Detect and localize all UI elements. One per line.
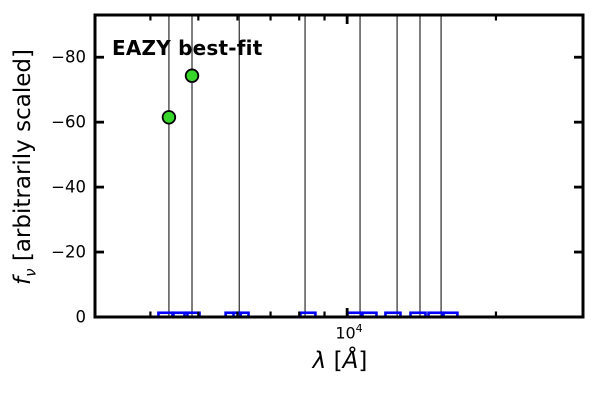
template-square-marker <box>157 311 175 317</box>
observed-point-marker <box>184 68 200 83</box>
template-square-marker <box>232 311 250 317</box>
xlabel-lambda: λ <box>312 348 327 374</box>
xlabel-angstrom: Å <box>342 348 359 374</box>
template-photometry-markers <box>157 311 459 317</box>
ylabel-nu: ν <box>21 268 40 277</box>
plot-frame <box>93 13 585 319</box>
x-axis-label: λ [Å] <box>277 348 403 374</box>
xlabel-open-bracket: [ <box>326 348 343 374</box>
y-tick-label: −20 <box>51 243 86 262</box>
observed-point-marker <box>161 110 177 125</box>
template-square-marker <box>360 311 378 317</box>
template-square-marker <box>171 311 189 317</box>
y-tick-labels: 0 −20 −40 −60 −80 <box>51 48 86 327</box>
template-square-marker <box>183 311 201 317</box>
template-square-marker <box>427 311 445 317</box>
x-major-tick-label: 104 <box>329 322 369 342</box>
error-bar-lines <box>168 15 442 317</box>
y-tick-label: −80 <box>51 48 86 67</box>
best-fit-label: EAZY best-fit <box>112 36 263 60</box>
template-square-marker <box>299 311 317 317</box>
x-tick-base: 10 <box>335 323 356 343</box>
x-tick-exponent: 4 <box>355 322 363 335</box>
xlabel-close-bracket: ] <box>358 348 368 374</box>
y-tick-label: −40 <box>51 178 86 197</box>
template-square-marker <box>409 311 427 317</box>
ylabel-text: [arbitrarily scaled] <box>10 49 36 269</box>
axis-ticks <box>95 15 583 319</box>
y-tick-label: 0 <box>76 308 87 327</box>
template-square-marker <box>441 311 459 317</box>
y-tick-label: −60 <box>51 113 86 132</box>
ylabel-f: f <box>10 276 36 285</box>
y-axis-label: fν [arbitrarily scaled] <box>10 1 40 333</box>
template-square-marker <box>384 311 402 317</box>
observed-photometry-markers <box>161 68 200 125</box>
template-square-marker <box>346 311 364 317</box>
